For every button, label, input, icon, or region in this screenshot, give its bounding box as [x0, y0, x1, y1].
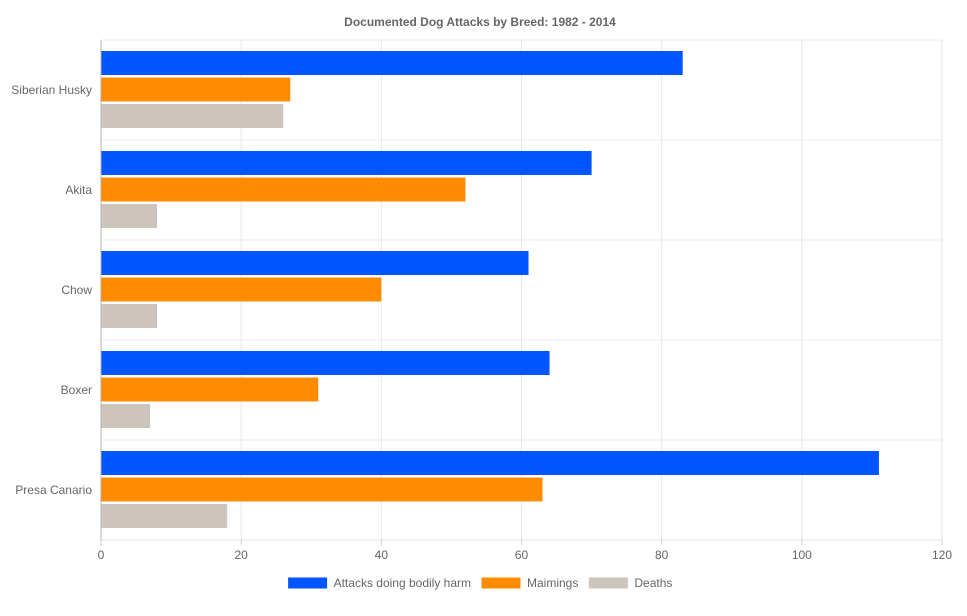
- bar-deaths-presa-canario[interactable]: [101, 504, 228, 528]
- chart-title: Documented Dog Attacks by Breed: 1982 - …: [344, 15, 616, 29]
- bar-deaths-siberian-husky[interactable]: [101, 104, 284, 128]
- legend-swatch: [587, 576, 629, 590]
- bar-attacks-doing-bodily-harm-siberian-husky[interactable]: [101, 51, 683, 75]
- bar-attacks-doing-bodily-harm-akita[interactable]: [101, 151, 592, 175]
- x-tick-label: 120: [932, 548, 952, 562]
- bar-deaths-boxer[interactable]: [101, 404, 151, 428]
- y-tick-label: Chow: [61, 283, 92, 297]
- y-tick-label: Presa Canario: [15, 483, 92, 497]
- bar-attacks-doing-bodily-harm-boxer[interactable]: [101, 351, 550, 375]
- legend-label: Deaths: [634, 576, 672, 590]
- x-tick-label: 80: [655, 548, 669, 562]
- y-tick-label: Boxer: [61, 383, 92, 397]
- legend-label: Attacks doing bodily harm: [334, 576, 471, 590]
- bar-deaths-akita[interactable]: [101, 204, 158, 228]
- bar-maimings-chow[interactable]: [101, 277, 382, 302]
- x-tick-label: 40: [375, 548, 389, 562]
- bar-attacks-doing-bodily-harm-chow[interactable]: [101, 251, 529, 275]
- bars: [101, 51, 879, 528]
- x-tick-label: 60: [515, 548, 529, 562]
- legend-item-maimings[interactable]: Maimings: [480, 576, 578, 590]
- bar-attacks-doing-bodily-harm-presa-canario[interactable]: [101, 451, 879, 475]
- legend-swatch: [287, 576, 329, 590]
- bar-deaths-chow[interactable]: [101, 304, 158, 328]
- y-tick-label: Siberian Husky: [11, 83, 92, 97]
- axes: Siberian Husky Akita Chow Boxer Presa Canari…: [11, 40, 952, 562]
- x-tick-label: 0: [98, 548, 105, 562]
- y-tick-label: Akita: [65, 183, 92, 197]
- legend[interactable]: Attacks doing bodily harm Maimings Deaths: [287, 576, 673, 590]
- legend-swatch: [480, 576, 522, 590]
- bar-maimings-presa-canario[interactable]: [101, 477, 543, 502]
- bar-maimings-boxer[interactable]: [101, 377, 319, 402]
- legend-item-deaths[interactable]: Deaths: [587, 576, 672, 590]
- legend-label: Maimings: [527, 576, 578, 590]
- x-tick-label: 20: [234, 548, 248, 562]
- legend-item-attacks-doing-bodily-harm[interactable]: Attacks doing bodily harm: [287, 576, 471, 590]
- x-tick-label: 100: [792, 548, 812, 562]
- bar-maimings-akita[interactable]: [101, 177, 466, 202]
- bar-maimings-siberian-husky[interactable]: [101, 77, 291, 102]
